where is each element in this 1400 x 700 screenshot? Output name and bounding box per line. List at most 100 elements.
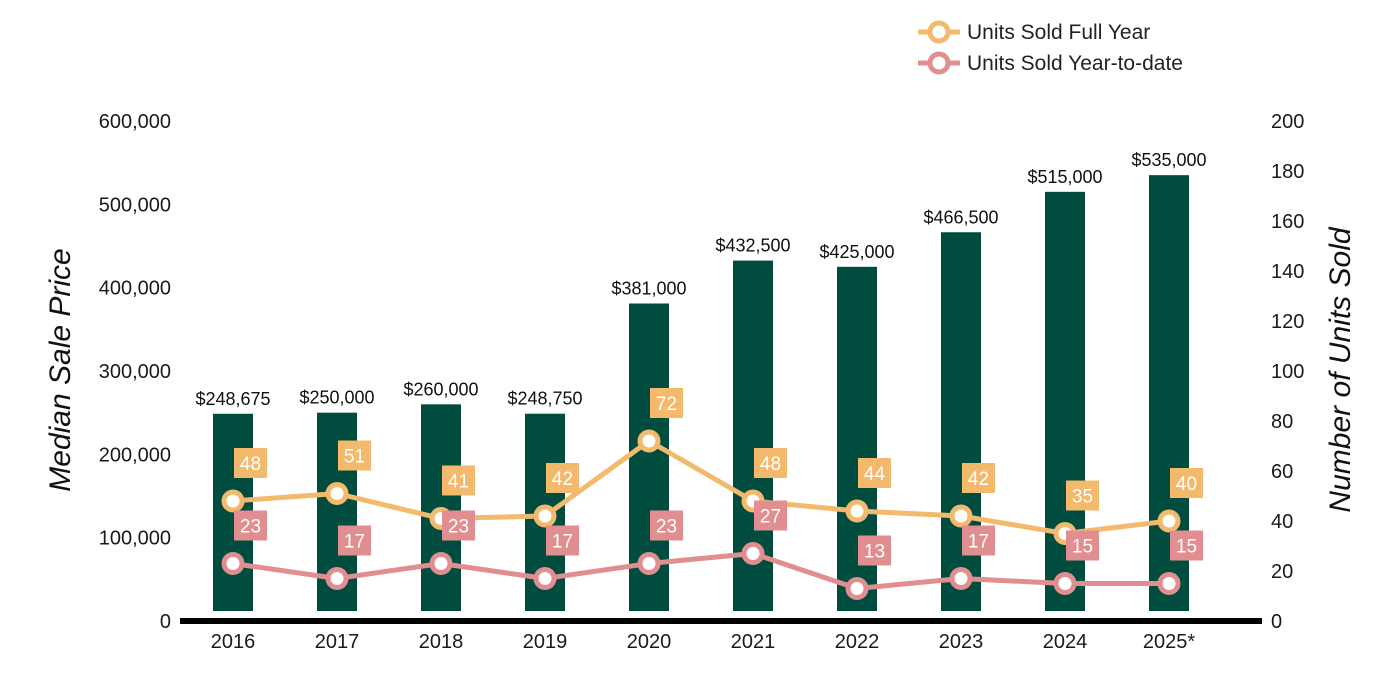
y-right-tick-label: 200: [1271, 111, 1304, 133]
data-label: 17: [344, 532, 365, 553]
data-label-box: [962, 525, 995, 556]
data-label: 40: [1176, 474, 1197, 495]
series-point: [1157, 509, 1181, 533]
bar-value-labels: $248,675 $250,000 $260,000 $248,750 $381,000…: [195, 150, 1206, 409]
x-axis-ticks: 2016 2017 2018 2019 2020 2021 2022 2023 2024 2025…: [211, 631, 1196, 653]
data-label: 48: [240, 454, 261, 475]
y-axis-left-ticks: 0 100,000 200,000 300,000 400,000 500,000 600,…: [99, 111, 171, 633]
data-label-box: [442, 465, 475, 496]
legend-label: Units Sold Full Year: [967, 21, 1150, 44]
y-axis-right-title: Number of Units Sold: [1324, 226, 1357, 512]
data-label: 27: [760, 507, 781, 528]
y-left-tick-label: 500,000: [99, 194, 171, 216]
x-tick-label: 2018: [419, 631, 464, 653]
bar-value-label: $248,750: [507, 389, 582, 409]
line-series: 48 51 41 42 72 48 44 42 35 40 23 17 23 17 23 27 13 17 15 15: [221, 388, 1203, 600]
x-tick-label: 2025*: [1143, 631, 1195, 653]
data-label: 23: [240, 517, 261, 538]
y-axis-right-ticks: 0 20 40 60 80 100 120 140 160 180 200: [1271, 111, 1304, 633]
data-label-box: [234, 510, 267, 541]
series-point: [845, 499, 869, 523]
y-left-tick-label: 400,000: [99, 278, 171, 300]
data-label: 15: [1176, 537, 1197, 558]
series-point: [325, 482, 349, 505]
series-point: [637, 552, 661, 575]
data-label-box: [442, 510, 475, 541]
series-point: [741, 542, 765, 565]
y-right-tick-label: 140: [1271, 261, 1304, 283]
y-left-tick-label: 300,000: [99, 361, 171, 383]
x-tick-label: 2023: [939, 631, 984, 653]
y-right-tick-label: 120: [1271, 311, 1304, 333]
y-left-tick-label: 200,000: [99, 444, 171, 466]
x-tick-label: 2017: [315, 631, 360, 653]
series-point: [221, 552, 245, 575]
data-label-box: [650, 388, 683, 418]
y-right-tick-label: 100: [1271, 361, 1304, 383]
x-tick-label: 2021: [731, 631, 776, 653]
bar-value-label: $260,000: [403, 379, 478, 399]
data-label: 51: [344, 447, 365, 468]
bar-value-label: $535,000: [1131, 150, 1206, 170]
series-point: [533, 504, 557, 528]
data-label-box: [1066, 480, 1099, 511]
data-label-box: [338, 440, 371, 471]
y-right-tick-label: 80: [1271, 411, 1293, 433]
data-label: 17: [552, 532, 573, 553]
legend-marker: [927, 20, 951, 44]
series-point: [637, 429, 661, 453]
data-label-box: [858, 458, 891, 488]
x-tick-label: 2020: [627, 631, 672, 653]
data-label: 42: [552, 469, 573, 490]
x-tick-label: 2024: [1043, 631, 1088, 653]
x-tick-label: 2016: [211, 631, 256, 653]
data-label: 35: [1072, 487, 1093, 508]
data-label: 44: [864, 464, 886, 485]
x-tick-label: 2022: [835, 631, 880, 653]
data-label: 13: [864, 542, 885, 563]
y-right-tick-label: 180: [1271, 161, 1304, 183]
y-right-tick-label: 160: [1271, 211, 1304, 233]
series-point: [1157, 572, 1181, 595]
data-label-box: [962, 463, 995, 493]
series-point: [845, 577, 869, 600]
y-left-tick-label: 0: [160, 611, 171, 633]
series-point: [949, 567, 973, 590]
series-point: [429, 552, 453, 575]
legend-marker: [927, 51, 951, 75]
series-point: [325, 567, 349, 590]
data-label-box: [1170, 530, 1203, 561]
data-label-box: [234, 448, 267, 478]
series-point: [1053, 572, 1077, 595]
y-right-tick-label: 20: [1271, 561, 1293, 583]
legend-label: Units Sold Year-to-date: [967, 52, 1183, 75]
data-label: 72: [656, 394, 677, 415]
data-label-box: [546, 525, 579, 556]
legend: Units Sold Full Year Units Sold Year-to-d…: [918, 20, 1183, 75]
bar-value-label: $466,500: [923, 207, 998, 227]
x-tick-label: 2019: [523, 631, 568, 653]
data-label: 41: [448, 472, 469, 493]
y-left-tick-label: 600,000: [99, 111, 171, 133]
data-label: 23: [656, 517, 677, 538]
series-point: [533, 567, 557, 590]
y-right-tick-label: 60: [1271, 461, 1293, 483]
series-line: [232, 551, 1169, 591]
series-point: [221, 489, 245, 513]
data-label-box: [1170, 468, 1203, 498]
series-point: [949, 504, 973, 528]
data-label: 15: [1072, 537, 1093, 558]
bar-value-label: $432,500: [715, 236, 790, 256]
data-label: 42: [968, 469, 989, 490]
data-label-box: [858, 535, 891, 566]
series-line: [232, 438, 1170, 536]
data-label-box: [754, 500, 787, 531]
bar-value-label: $248,675: [195, 389, 270, 409]
bar-value-label: $250,000: [299, 388, 374, 408]
y-left-tick-label: 100,000: [99, 528, 171, 550]
y-right-tick-label: 40: [1271, 511, 1293, 533]
y-right-tick-label: 0: [1271, 611, 1282, 633]
bar-value-label: $381,000: [611, 279, 686, 299]
data-label: 23: [448, 517, 469, 538]
data-label-box: [754, 448, 787, 478]
